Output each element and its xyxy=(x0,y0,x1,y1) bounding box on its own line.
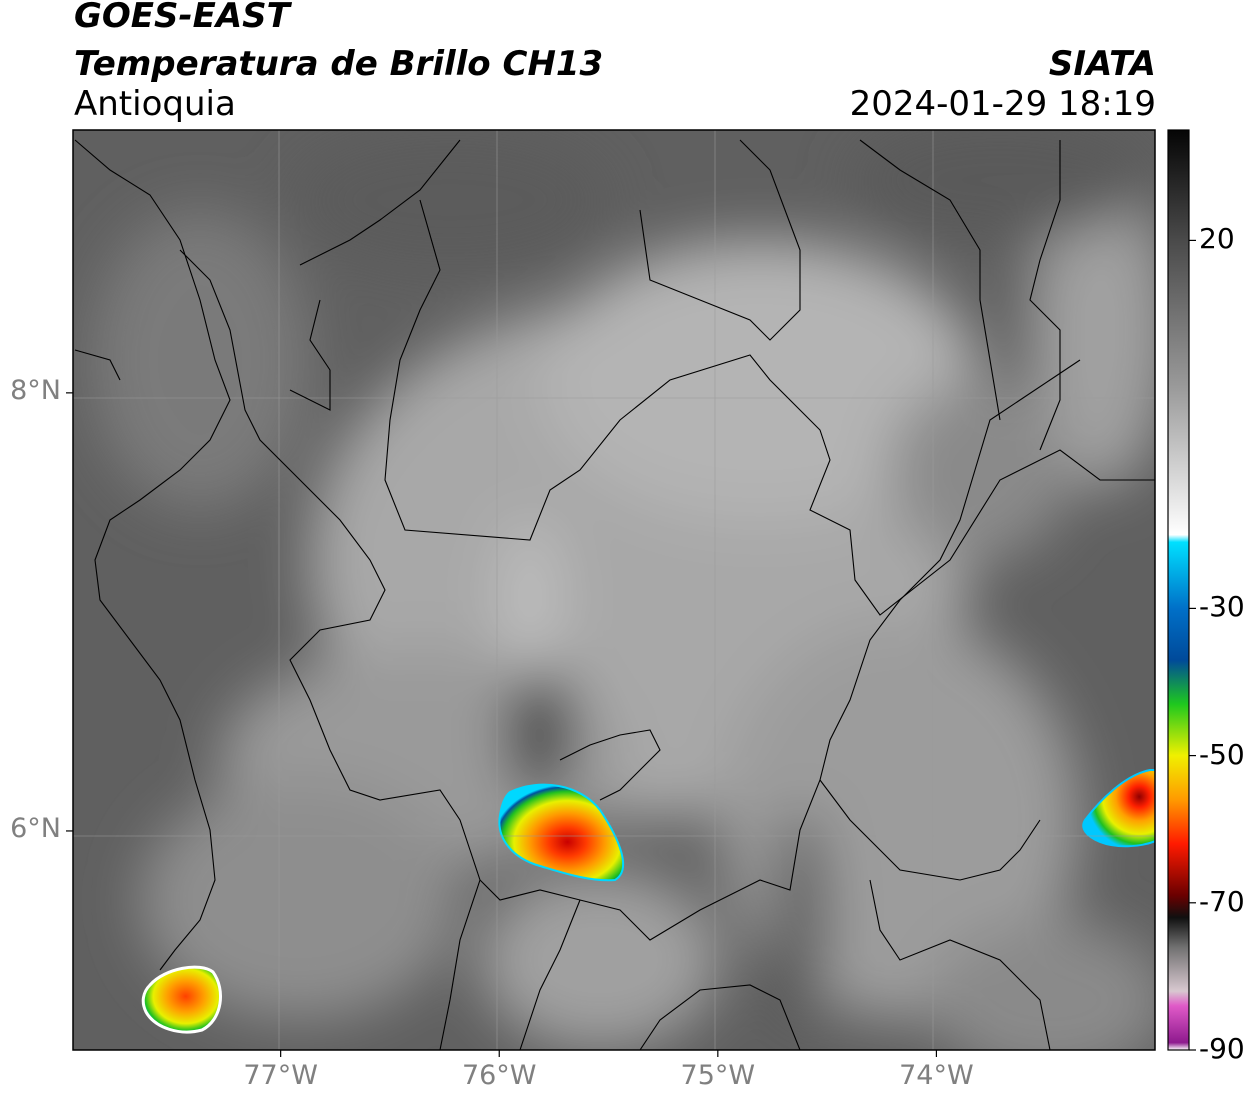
colorbar-tick-label: -90 xyxy=(1199,1032,1245,1065)
longitude-ticks xyxy=(280,1050,938,1057)
lat-tick-label: 6°N xyxy=(10,812,61,844)
colorbar-tick-label: -30 xyxy=(1199,590,1245,624)
brightness-temperature-field xyxy=(73,130,1155,1050)
lon-tick-label: 74°W xyxy=(899,1060,974,1091)
lon-tick-label: 77°W xyxy=(243,1060,318,1091)
colorbar xyxy=(1167,129,1196,1051)
colorbar-tick-label: -50 xyxy=(1199,737,1245,771)
timestamp-label: 2024-01-29 18:19 xyxy=(849,84,1156,124)
lon-tick-label: 75°W xyxy=(680,1060,756,1091)
colorbar-ticks xyxy=(1189,239,1196,1051)
agency-label: SIATA xyxy=(1048,44,1156,84)
colorbar-bar xyxy=(1167,129,1190,1051)
colorbar-tick-label: 20 xyxy=(1199,222,1235,256)
product-title: Temperatura de Brillo CH13 xyxy=(74,44,604,84)
lon-tick-label: 76°W xyxy=(461,1060,537,1091)
graticule xyxy=(73,130,1155,1050)
region-title: Antioquia xyxy=(74,84,236,124)
lat-tick-label: 8°N xyxy=(10,374,61,406)
map-frame xyxy=(72,129,1156,1051)
convective-cells xyxy=(141,769,1155,1034)
colorbar-tick-label: -70 xyxy=(1199,884,1245,918)
latitude-ticks xyxy=(66,392,73,832)
satellite-title: GOES-EAST xyxy=(74,0,290,36)
political-boundaries xyxy=(74,139,1155,1050)
